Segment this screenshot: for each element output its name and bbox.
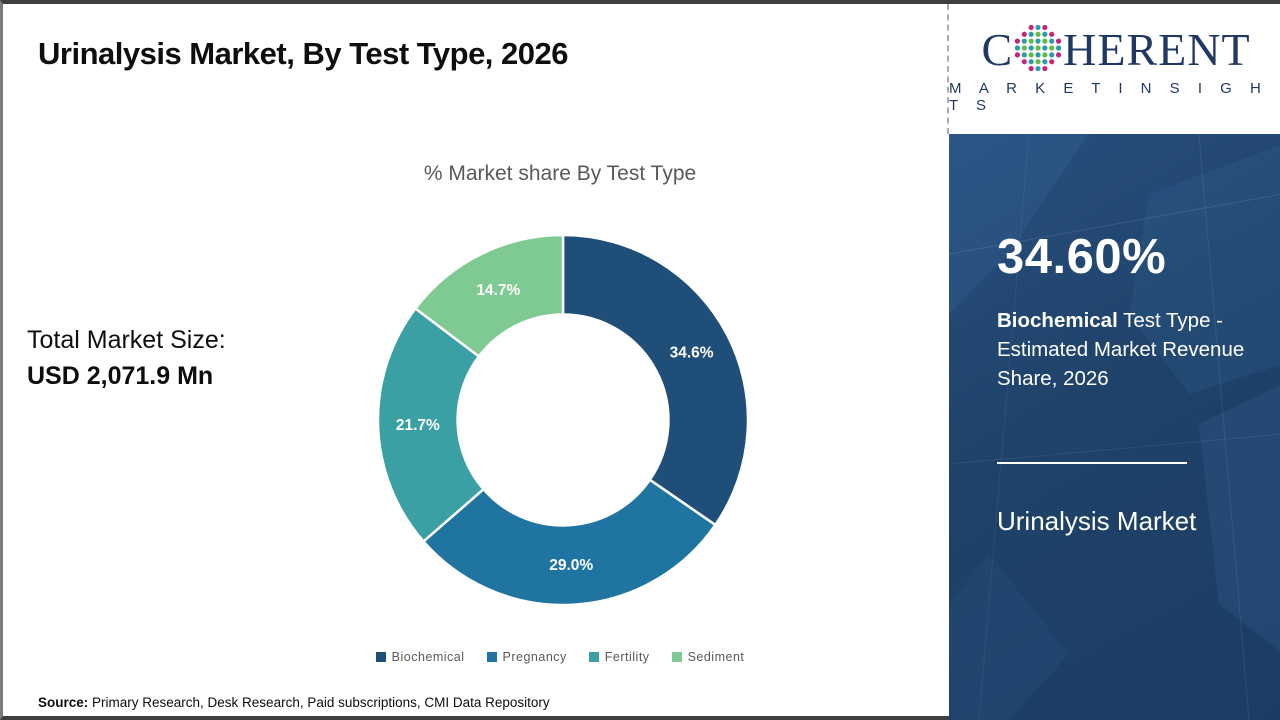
stat-description: Biochemical Test Type - Estimated Market… (997, 306, 1247, 393)
total-market-size-value: USD 2,071.9 Mn (27, 362, 214, 390)
globe-dot (1028, 52, 1034, 58)
stat-value: 34.60% (997, 230, 1167, 284)
globe-dot (1042, 38, 1048, 44)
globe-dot (1042, 65, 1048, 72)
legend-item-biochemical: Biochemical (375, 650, 465, 664)
legend-label-biochemical: Biochemical (391, 650, 465, 664)
globe-dot (1035, 52, 1041, 58)
globe-dot (1028, 31, 1034, 37)
globe-dot (1042, 59, 1048, 65)
globe-dot (1028, 65, 1034, 72)
globe-dot (1028, 38, 1034, 44)
brand-logo-subtitle: M A R K E T I N S I G H T S (949, 80, 1268, 114)
globe-dot (1042, 31, 1048, 37)
map-texture-decoration (949, 134, 1280, 720)
globe-dot (1035, 65, 1041, 72)
globe-dot (1042, 45, 1048, 51)
globe-dot (1035, 31, 1041, 37)
globe-dot (1021, 38, 1028, 44)
globe-dot (1056, 38, 1062, 44)
globe-dot (1035, 24, 1041, 31)
donut-slice-pregnancy (421, 478, 718, 607)
globe-dot (1035, 59, 1041, 65)
chart-legend: Biochemical Pregnancy Fertility Sediment (280, 650, 840, 664)
donut-slice-fertility (376, 306, 486, 544)
total-market-size: Total Market Size: USD 2,071.9 Mn (27, 326, 226, 391)
donut-slice-sediment (413, 233, 565, 359)
legend-label-pregnancy: Pregnancy (502, 650, 567, 664)
legend-item-fertility: Fertility (588, 650, 650, 664)
legend-label-fertility: Fertility (604, 650, 650, 664)
total-market-size-label: Total Market Size: (27, 326, 226, 354)
globe-dot (1049, 45, 1055, 51)
brand-logo-wordmark: C HERENT (981, 24, 1250, 76)
globe-dot (1042, 24, 1048, 31)
globe-dot (1021, 52, 1028, 58)
globe-dot (1049, 31, 1055, 37)
globe-dot (1014, 38, 1021, 44)
globe-dot (1014, 45, 1021, 51)
slice-label-sediment: 14.7% (476, 282, 520, 299)
globe-dot (1028, 45, 1034, 51)
stat-description-rest: Test Type - Estimated Market Revenue Sha… (997, 309, 1245, 390)
globe-dot (1035, 38, 1041, 44)
page-title: Urinalysis Market, By Test Type, 2026 (38, 36, 569, 71)
globe-dot (1021, 31, 1028, 37)
legend-item-pregnancy: Pregnancy (486, 650, 567, 664)
sidebar-divider (997, 462, 1187, 464)
logo-letters-rest: HERENT (1063, 24, 1251, 75)
donut-chart: 34.6% 29.0% 21.7% 14.7% (376, 233, 750, 607)
legend-swatch-biochemical (375, 652, 386, 662)
legend-label-sediment: Sediment (687, 650, 745, 664)
brand-logo: C HERENT M A R K E T I N S I G H T S (949, 4, 1280, 134)
legend-swatch-pregnancy (486, 652, 497, 662)
globe-dot (1056, 52, 1062, 58)
source-label: Source: (38, 695, 89, 710)
stat-description-bold: Biochemical (997, 309, 1118, 332)
slice-label-biochemical: 34.6% (670, 344, 714, 361)
globe-dot (1049, 52, 1055, 58)
donut-slice-biochemical (561, 233, 750, 527)
legend-item-sediment: Sediment (671, 650, 745, 664)
globe-dot (1049, 38, 1055, 44)
legend-swatch-sediment (671, 652, 682, 662)
globe-icon (1014, 24, 1062, 72)
globe-dot (1028, 59, 1034, 65)
globe-dot (1021, 45, 1028, 51)
chart-title: % Market share By Test Type (423, 162, 697, 185)
globe-dot (1028, 24, 1034, 31)
source-line: Source: Primary Research, Desk Research,… (38, 695, 550, 710)
globe-dot (1021, 59, 1028, 65)
slice-label-fertility: 21.7% (396, 417, 440, 434)
dashed-separator (947, 4, 949, 134)
globe-dot (1049, 59, 1055, 65)
globe-dot (1042, 52, 1048, 58)
sidebar-market-name: Urinalysis Market (997, 506, 1197, 536)
source-text: Primary Research, Desk Research, Paid su… (88, 695, 550, 710)
globe-dot (1056, 45, 1062, 51)
sidebar-panel: 34.60% Biochemical Test Type - Estimated… (949, 134, 1280, 720)
globe-dot (1035, 45, 1041, 51)
logo-letter-c: C (981, 24, 1014, 75)
legend-swatch-fertility (588, 652, 599, 662)
slice-label-pregnancy: 29.0% (549, 557, 593, 574)
globe-dot (1014, 52, 1021, 58)
